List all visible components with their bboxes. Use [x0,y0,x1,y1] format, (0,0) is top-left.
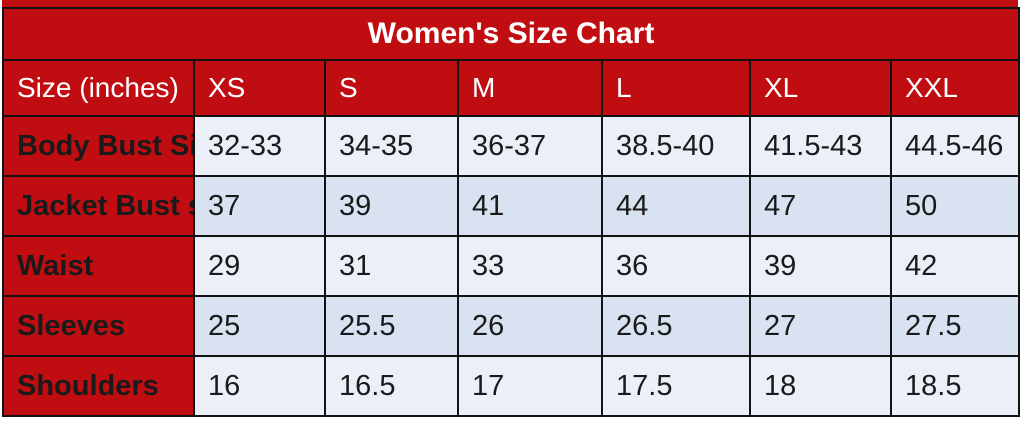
cell: 37 [193,175,326,237]
cell: 50 [890,175,1020,237]
cell: 27.5 [890,295,1020,357]
cell: 42 [890,235,1020,297]
row-label: Waist [2,235,195,297]
cell: 18.5 [890,355,1020,417]
cell: 32-33 [193,115,326,177]
cell: 39 [324,175,459,237]
row-label: Jacket Bust size [2,175,195,237]
table-title: Women's Size Chart [2,7,1020,61]
column-header-xl: XL [749,59,892,117]
cell: 47 [749,175,892,237]
table-title-row: Women's Size Chart [2,7,1020,61]
cell: 33 [457,235,603,297]
cell: 44.5-46 [890,115,1020,177]
table-row-shoulders: Shoulders 16 16.5 17 17.5 18 18.5 [2,355,1020,417]
column-header-l: L [601,59,751,117]
column-header-m: M [457,59,603,117]
cell: 36 [601,235,751,297]
cell: 17 [457,355,603,417]
cell: 39 [749,235,892,297]
cell: 16.5 [324,355,459,417]
cell: 41 [457,175,603,237]
top-red-strip [2,0,1018,7]
cell: 25.5 [324,295,459,357]
cell: 38.5-40 [601,115,751,177]
corner-header: Size (inches) [2,59,195,117]
table-row-jacket-bust: Jacket Bust size 37 39 41 44 47 50 [2,175,1020,237]
cell: 29 [193,235,326,297]
column-header-xxl: XXL [890,59,1020,117]
cell: 26.5 [601,295,751,357]
cell: 25 [193,295,326,357]
row-label: Shoulders [2,355,195,417]
cell: 17.5 [601,355,751,417]
table-header-row: Size (inches) XS S M L XL XXL [2,59,1020,117]
table-row-waist: Waist 29 31 33 36 39 42 [2,235,1020,297]
cell: 27 [749,295,892,357]
table-row-body-bust: Body Bust Size 32-33 34-35 36-37 38.5-40… [2,115,1020,177]
cell: 16 [193,355,326,417]
column-header-xs: XS [193,59,326,117]
column-header-s: S [324,59,459,117]
cell: 36-37 [457,115,603,177]
cell: 31 [324,235,459,297]
cell: 44 [601,175,751,237]
row-label: Body Bust Size [2,115,195,177]
row-label: Sleeves [2,295,195,357]
cell: 41.5-43 [749,115,892,177]
cell: 18 [749,355,892,417]
cell: 26 [457,295,603,357]
cell: 34-35 [324,115,459,177]
table-row-sleeves: Sleeves 25 25.5 26 26.5 27 27.5 [2,295,1020,357]
size-chart-table: Women's Size Chart Size (inches) XS S M … [2,7,1020,417]
